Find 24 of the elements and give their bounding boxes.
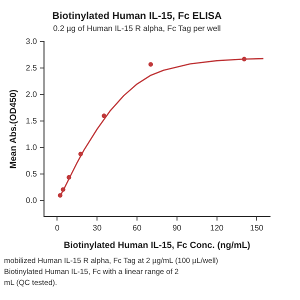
y-tick-label: 1.5 xyxy=(26,116,38,126)
chart-subtitle: 0.2 µg of Human IL-15 R alpha, Fc Tag per well xyxy=(53,24,222,34)
point xyxy=(58,193,62,198)
y-tick-label: 3.0 xyxy=(26,36,38,46)
y-tick-label: 2.0 xyxy=(26,90,38,99)
y-axis-title: Mean Abs.(OD450) xyxy=(8,90,18,169)
point xyxy=(66,175,72,180)
point xyxy=(60,187,66,192)
x-tick-label: 150 xyxy=(250,224,264,233)
y-tick-label: 1.0 xyxy=(26,142,38,152)
point xyxy=(78,152,83,156)
y-tick-label: 2.5 xyxy=(26,63,38,72)
x-tick-label: 0 xyxy=(54,224,60,233)
x-tick-label: 120 xyxy=(210,224,224,233)
point xyxy=(148,62,154,67)
x-axis-title: Biotinylated Human IL-15, Fc Conc. (ng/mL) xyxy=(64,240,250,250)
point xyxy=(102,114,106,118)
x-tick-label: 60 xyxy=(132,224,142,233)
x-tick-label: 30 xyxy=(92,224,102,233)
y-tick-label: 0.0 xyxy=(26,196,38,205)
chart-title: Biotinylated Human IL-15, Fc ELISA xyxy=(52,10,222,22)
x-tick-label: 90 xyxy=(172,224,182,233)
y-tick-label: 0.5 xyxy=(26,169,38,178)
point xyxy=(242,56,246,62)
